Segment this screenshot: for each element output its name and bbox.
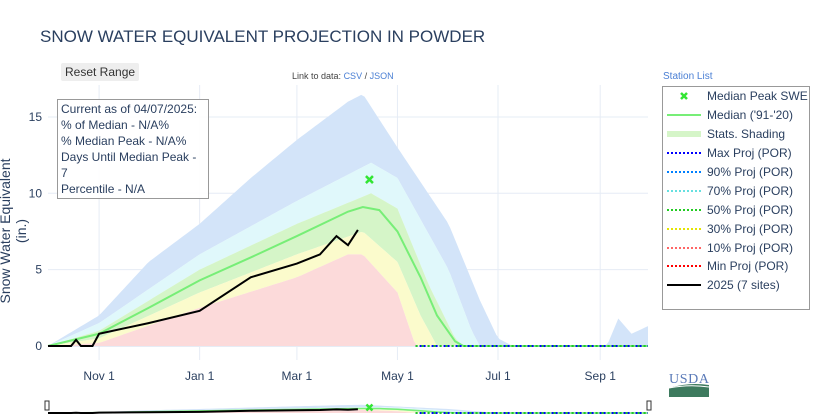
legend: Median Peak SWE Median ('91-'20) Stats. Sh… bbox=[662, 86, 810, 310]
legend-swatch-icon bbox=[667, 131, 701, 138]
usda-logo: USDA bbox=[668, 370, 711, 403]
legend-item[interactable]: Min Proj (POR) bbox=[663, 257, 809, 276]
legend-label: 70% Proj (POR) bbox=[707, 183, 794, 198]
x-tick-label: Mar 1 bbox=[282, 369, 313, 383]
legend-label: 10% Proj (POR) bbox=[707, 240, 794, 255]
legend-swatch-icon bbox=[667, 246, 701, 249]
legend-swatch-icon bbox=[667, 152, 701, 155]
x-tick-label: Jul 1 bbox=[485, 369, 511, 383]
current-2025-line bbox=[48, 408, 358, 414]
legend-item[interactable]: Max Proj (POR) bbox=[663, 144, 809, 163]
data-links: Link to data: CSV / JSON bbox=[292, 71, 394, 81]
legend-label: Min Proj (POR) bbox=[707, 259, 789, 274]
legend-label: Max Proj (POR) bbox=[707, 146, 792, 161]
legend-label: Stats. Shading bbox=[707, 127, 786, 142]
legend-label: Median Peak SWE bbox=[707, 89, 808, 104]
page-title: SNOW WATER EQUIVALENT PROJECTION IN POWD… bbox=[40, 27, 486, 46]
10-min-band bbox=[48, 254, 648, 346]
70-30-band bbox=[48, 193, 648, 346]
legend-item[interactable]: 70% Proj (POR) bbox=[663, 181, 809, 200]
x-tick-label: Sep 1 bbox=[585, 369, 617, 383]
current-2025-line bbox=[48, 229, 359, 347]
legend-label: Median ('91-'20) bbox=[707, 108, 793, 123]
reset-range-button[interactable]: Reset Range bbox=[61, 63, 140, 81]
median-peak-marker bbox=[365, 403, 374, 412]
legend-item[interactable]: Median ('91-'20) bbox=[663, 106, 809, 125]
legend-swatch-icon bbox=[667, 284, 701, 287]
x-tick-label: Nov 1 bbox=[83, 369, 115, 383]
range-slider-left-handle[interactable] bbox=[44, 400, 50, 411]
legend-swatch-icon bbox=[680, 92, 688, 101]
max-90-band bbox=[48, 404, 648, 413]
legend-item[interactable]: 2025 (7 sites) bbox=[663, 276, 809, 295]
legend-label: 30% Proj (POR) bbox=[707, 221, 794, 236]
max-90-band bbox=[48, 94, 648, 346]
legend-swatch-icon bbox=[667, 208, 701, 211]
legend-item[interactable]: 90% Proj (POR) bbox=[663, 163, 809, 182]
y-tick-label: 5 bbox=[35, 263, 42, 277]
legend-swatch-icon bbox=[667, 227, 701, 230]
median-line bbox=[47, 206, 648, 347]
legend-swatch-icon bbox=[667, 171, 701, 173]
legend-swatch-icon bbox=[667, 265, 701, 268]
30-10-band bbox=[48, 232, 648, 346]
current-info-box: Current as of 04/07/2025:% of Median - N… bbox=[57, 99, 209, 199]
range-slider-right-handle[interactable] bbox=[646, 400, 652, 411]
90-70-band bbox=[48, 162, 648, 346]
csv-link[interactable]: CSV bbox=[343, 71, 363, 81]
median-peak-marker bbox=[365, 175, 374, 184]
legend-swatch-icon bbox=[667, 189, 701, 192]
y-tick-label: 10 bbox=[29, 186, 43, 200]
x-tick-label: Jan 1 bbox=[185, 369, 215, 383]
station-list-link[interactable]: Station List bbox=[663, 71, 713, 82]
legend-item[interactable]: 10% Proj (POR) bbox=[663, 238, 809, 257]
json-link[interactable]: JSON bbox=[369, 71, 394, 81]
legend-swatch-icon bbox=[667, 114, 701, 117]
y-tick-label: 0 bbox=[35, 339, 42, 353]
legend-item[interactable]: Median Peak SWE bbox=[663, 87, 809, 106]
legend-label: 50% Proj (POR) bbox=[707, 202, 794, 217]
svg-text:USDA: USDA bbox=[669, 372, 710, 387]
x-tick-label: May 1 bbox=[381, 369, 414, 383]
legend-item[interactable]: Stats. Shading bbox=[663, 125, 809, 144]
legend-label: 2025 (7 sites) bbox=[707, 278, 780, 293]
legend-label: 90% Proj (POR) bbox=[707, 165, 794, 179]
y-tick-label: 15 bbox=[29, 110, 43, 124]
legend-item[interactable]: 50% Proj (POR) bbox=[663, 200, 809, 219]
legend-item[interactable]: 30% Proj (POR) bbox=[663, 219, 809, 238]
